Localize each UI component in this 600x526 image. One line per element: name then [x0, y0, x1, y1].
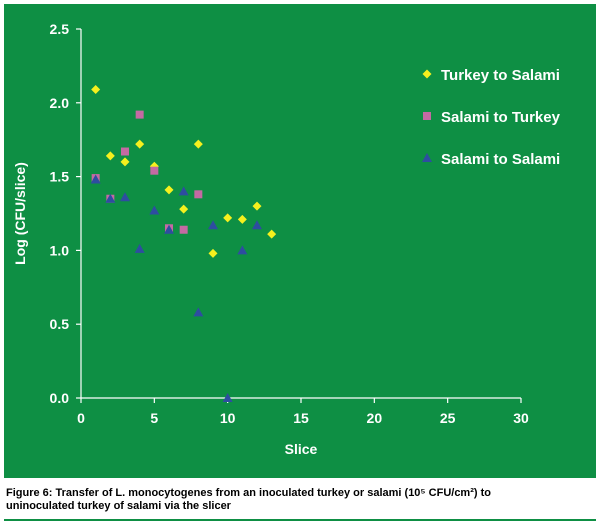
legend-marker-square: [423, 112, 431, 120]
caption-line-1: Figure 6: Transfer of L. monocytogenes f…: [6, 487, 491, 499]
data-point-triangle: [105, 193, 116, 203]
data-point-triangle: [193, 307, 204, 317]
data-point-diamond: [208, 248, 218, 258]
legend-label: Salami to Turkey: [441, 109, 561, 126]
x-tick-label: 10: [220, 410, 236, 426]
x-tick-label: 20: [367, 410, 383, 426]
data-point-triangle: [237, 245, 248, 255]
x-tick-label: 0: [77, 410, 85, 426]
x-tick-label: 15: [293, 410, 309, 426]
y-tick-label: 1.5: [50, 169, 70, 185]
data-point-diamond: [120, 157, 130, 167]
legend-marker-diamond: [422, 69, 432, 79]
y-tick-label: 0.5: [50, 316, 70, 332]
x-tick-label: 5: [150, 410, 158, 426]
scatter-plot: 0 5 10 15 20 25 30 0.0 0.5 1.0 1.5 2.0 2.5 Slice Log (…: [12, 21, 561, 457]
legend-marker-triangle: [422, 153, 432, 162]
data-point-diamond: [91, 85, 101, 95]
data-point-diamond: [179, 204, 189, 214]
data-point-triangle: [90, 174, 101, 184]
data-point-square: [121, 147, 129, 156]
data-point-diamond: [193, 139, 203, 149]
data-point-triangle: [134, 243, 145, 253]
y-axis-title: Log (CFU/slice): [12, 162, 28, 265]
x-tick-label: 25: [440, 410, 456, 426]
y-tick-label: 1.0: [50, 242, 70, 258]
data-point-square: [150, 166, 159, 175]
data-point-diamond: [164, 185, 174, 195]
data-point-triangle: [178, 186, 189, 196]
x-tick-label: 30: [513, 410, 529, 426]
data-point-diamond: [135, 139, 145, 149]
chart-panel: 0 5 10 15 20 25 30 0.0 0.5 1.0 1.5 2.0 2.5 Slice Log (…: [4, 4, 596, 478]
data-point-diamond: [105, 151, 115, 161]
data-point-triangle: [222, 393, 233, 402]
legend-label: Salami to Salami: [441, 151, 560, 168]
data-point-triangle: [252, 220, 262, 230]
data-point-diamond: [223, 213, 233, 223]
y-tick-label: 0.0: [50, 390, 70, 406]
caption-divider: [4, 519, 596, 521]
data-point-triangle: [149, 205, 160, 215]
data-point-diamond: [252, 201, 262, 211]
data-point-square: [135, 110, 144, 119]
y-tick-label: 2.5: [50, 21, 70, 37]
data-point-diamond: [237, 214, 247, 224]
data-point-square: [179, 225, 188, 234]
figure-caption: Figure 6: Transfer of L. monocytogenes f…: [6, 487, 594, 513]
y-tick-label: 2.0: [50, 95, 70, 111]
caption-line-2: uninoculated turkey of salami via the sl…: [6, 500, 231, 512]
data-point-triangle: [120, 192, 130, 202]
data-point-diamond: [267, 229, 277, 239]
data-point-triangle: [164, 224, 174, 234]
data-point-square: [194, 190, 203, 199]
data-point-triangle: [208, 220, 218, 230]
legend-label: Turkey to Salami: [441, 67, 560, 84]
x-axis-title: Slice: [285, 441, 318, 457]
